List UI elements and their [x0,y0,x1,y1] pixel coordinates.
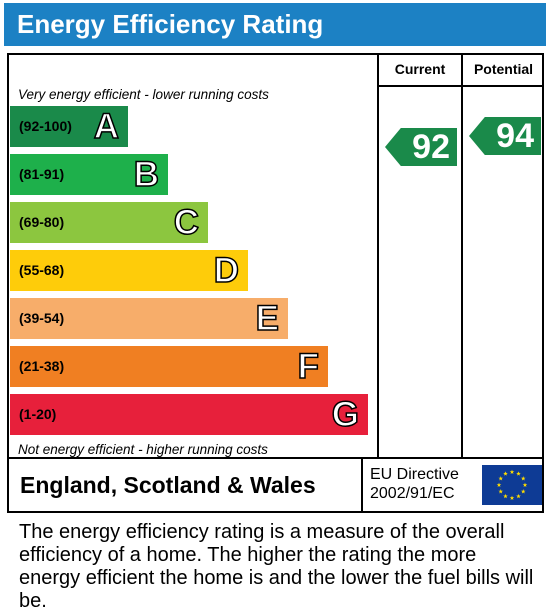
band-range-label: (81-91) [19,166,65,182]
potential-rating-value: 94 [496,117,534,155]
eu-star-icon [498,476,504,481]
band-range-label: (1-20) [19,406,57,422]
band-range-label: (92-100) [19,118,72,134]
footer-divider [361,459,363,511]
eu-star-icon [520,489,526,494]
potential-column-header: Potential [473,61,534,77]
band-letter: F [297,346,320,387]
description-text: The energy efficiency rating is a measur… [19,521,534,612]
region-label: England, Scotland & Wales [20,472,316,498]
current-rating-arrow: 92 [385,128,457,166]
eu-flag-icon [482,465,542,505]
eu-star-icon [496,482,502,487]
current-rating-value: 92 [412,128,450,166]
band-a: (92-100) A [10,106,128,147]
eu-star-icon [522,482,528,487]
bottom-note: Not energy efficient - higher running co… [18,442,268,457]
rating-chart: Current Potential Very energy efficient … [7,53,544,459]
band-range-label: (55-68) [19,262,65,278]
eu-directive: EU Directive 2002/91/EC [370,465,459,503]
band-letter: D [213,250,240,291]
band-letter: B [133,154,160,195]
eu-star-icon [516,493,521,499]
eu-star-icon [520,476,526,481]
band-g: (1-20) G [10,394,368,435]
eu-star-icon [509,469,515,474]
potential-column-divider [461,55,463,457]
band-range-label: (39-54) [19,310,65,326]
band-c: (69-80) C [10,202,208,243]
top-note: Very energy efficient - lower running co… [18,87,269,102]
footer: England, Scotland & Wales EU Directive 2… [7,459,544,513]
band-letter: A [93,106,120,147]
band-letter: C [173,202,200,243]
eu-stars [496,469,528,500]
band-e: (39-54) E [10,298,288,339]
directive-line-1: EU Directive [370,466,459,483]
directive-line-2: 2002/91/EC [370,485,455,502]
page-title: Energy Efficiency Rating [17,9,324,39]
current-column-divider [377,55,379,457]
potential-rating-arrow: 94 [469,117,541,155]
band-d: (55-68) D [10,250,248,291]
current-column-header: Current [394,61,446,77]
eu-star-icon [516,471,521,476]
band-b: (81-91) B [10,154,168,195]
band-range-label: (21-38) [19,358,65,374]
band-f: (21-38) F [10,346,328,387]
eu-star-icon [503,493,508,499]
band-range-label: (69-80) [19,214,65,230]
eu-star-icon [498,489,504,494]
band-letter: E [255,298,280,339]
eu-star-icon [503,471,508,476]
eu-star-icon [509,495,515,500]
column-header-divider [378,85,542,87]
band-letter: G [331,394,360,435]
title-bar: Energy Efficiency Rating [4,3,546,46]
